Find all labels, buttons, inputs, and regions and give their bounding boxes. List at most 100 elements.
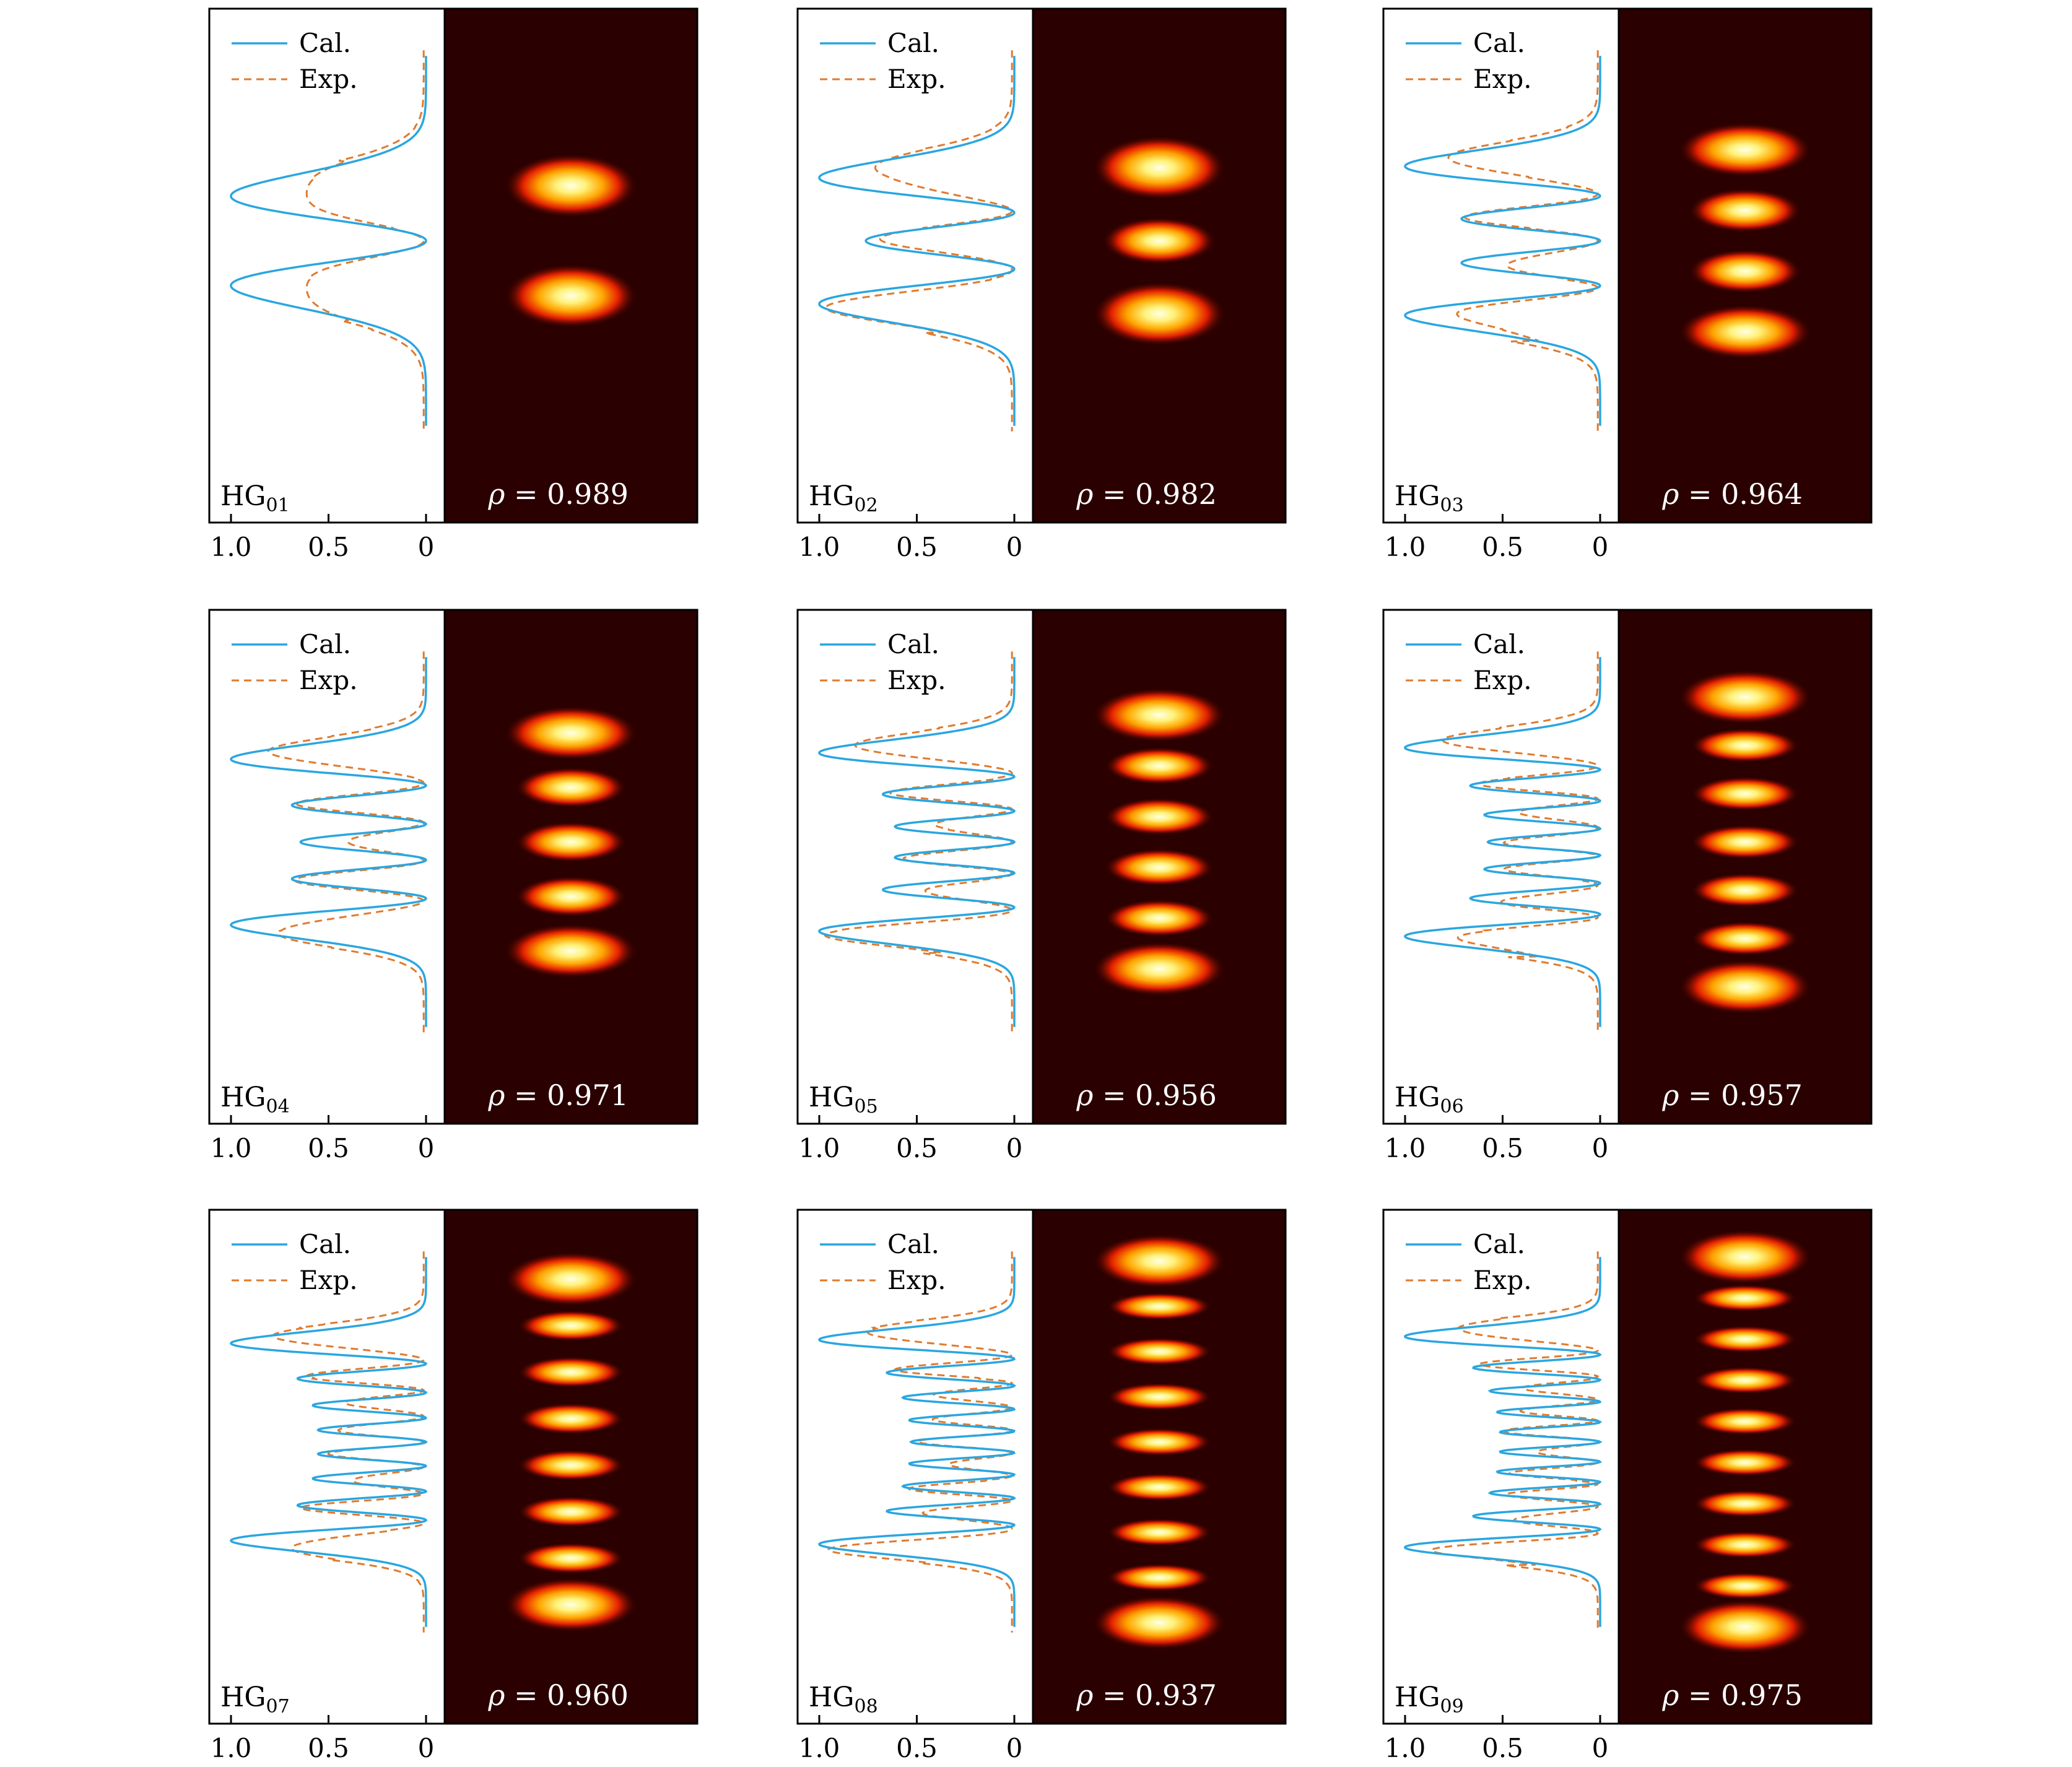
- cal-curve: [817, 1257, 1017, 1627]
- x-tick-label: 1.0: [211, 1133, 252, 1163]
- rho-symbol: ρ: [1661, 1678, 1679, 1712]
- rho-label: ρ = 0.960: [487, 1678, 629, 1712]
- beam-lobe: [1678, 960, 1812, 1014]
- mode-label: HG05: [809, 1082, 878, 1118]
- mode-subscript: 02: [855, 495, 878, 516]
- legend-cal-label: Cal.: [887, 1229, 939, 1259]
- legend-exp-label: Exp.: [1473, 1265, 1532, 1295]
- beam-lobe: [1678, 1599, 1812, 1654]
- panel-hg08: Cal. Exp. HG08 1.0 0.5 0 ρ = 0.937: [796, 1209, 1287, 1763]
- rho-symbol: ρ: [1076, 477, 1093, 511]
- cal-curve: [230, 1257, 428, 1627]
- mode-label: HG04: [220, 1082, 290, 1118]
- rho-symbol: ρ: [1076, 1079, 1093, 1112]
- mode-name: HG: [1395, 480, 1440, 512]
- cal-curve: [818, 657, 1016, 1027]
- legend-exp-label: Exp.: [1473, 64, 1532, 94]
- beam-lobe: [1106, 1337, 1212, 1366]
- x-tick-label: 0: [1006, 1133, 1023, 1163]
- x-tick-label: 0: [418, 532, 435, 562]
- x-tick-label: 0: [418, 1133, 435, 1163]
- rho-label: ρ = 0.964: [1661, 477, 1803, 511]
- legend: Cal. Exp.: [1406, 1229, 1532, 1295]
- mode-label: HG03: [1395, 480, 1464, 516]
- beam-image: ρ = 0.982: [1032, 7, 1287, 524]
- x-tick-label: 0.5: [308, 1133, 349, 1163]
- beam-lobe: [1691, 825, 1800, 859]
- exp-curve: [305, 50, 425, 432]
- mode-name: HG: [809, 1682, 855, 1713]
- mode-name: HG: [1395, 1082, 1440, 1113]
- rho-label: ρ = 0.937: [1076, 1678, 1217, 1712]
- beam-lobe: [1104, 747, 1214, 785]
- beam-lobe: [1693, 1326, 1797, 1353]
- x-tick-label: 0.5: [896, 1133, 938, 1163]
- mode-subscript: 04: [266, 1096, 290, 1118]
- rho-value: = 0.957: [1679, 1079, 1802, 1112]
- x-tick-label: 0: [1592, 1133, 1609, 1163]
- profile-plot-frame: [208, 7, 446, 524]
- legend-cal-label: Cal.: [1473, 629, 1525, 659]
- x-tick-label: 0.5: [1482, 1133, 1523, 1163]
- x-tick-label: 0: [1592, 1733, 1609, 1763]
- beam-lobe: [1106, 1428, 1212, 1456]
- exp-curve: [1447, 50, 1599, 432]
- beam-lobe: [1688, 188, 1802, 233]
- x-tick-label: 0.5: [308, 532, 349, 562]
- mode-label: HG09: [1395, 1682, 1464, 1717]
- exp-curve: [1430, 1251, 1600, 1633]
- x-tick-label: 1.0: [799, 1733, 840, 1763]
- legend: Cal. Exp.: [232, 28, 358, 94]
- beam-lobe: [504, 264, 638, 328]
- beam-lobe: [1693, 1407, 1797, 1435]
- exp-curve: [825, 50, 1013, 432]
- rho-symbol: ρ: [1661, 1079, 1679, 1112]
- x-tick-label: 0.5: [896, 1733, 938, 1763]
- legend-exp-label: Exp.: [887, 64, 946, 94]
- beam-lobe: [1693, 1572, 1797, 1600]
- mode-label: HG01: [220, 480, 290, 516]
- beam-lobe: [1092, 1234, 1226, 1288]
- beam-image: ρ = 0.956: [1032, 609, 1287, 1125]
- rho-symbol: ρ: [487, 1079, 505, 1112]
- profile-plot-frame: [208, 1209, 446, 1725]
- beam-lobe: [504, 1252, 638, 1306]
- mode-subscript: 07: [266, 1696, 290, 1717]
- panel-hg05: Cal. Exp. HG05 1.0 0.5 0 ρ = 0.956: [796, 609, 1287, 1163]
- legend-exp-label: Exp.: [299, 64, 358, 94]
- beam-lobe: [504, 924, 638, 978]
- beam-lobe: [504, 706, 638, 760]
- beam-image: ρ = 0.964: [1617, 7, 1873, 524]
- rho-symbol: ρ: [487, 477, 505, 511]
- legend-exp-label: Exp.: [887, 665, 946, 695]
- x-tick-label: 1.0: [1385, 532, 1426, 562]
- x-tick-label: 1.0: [211, 1733, 252, 1763]
- cal-curve: [230, 56, 427, 426]
- rho-label: ρ = 0.975: [1661, 1678, 1803, 1712]
- rho-value: = 0.960: [505, 1678, 628, 1712]
- mode-label: HG08: [809, 1682, 878, 1717]
- beam-lobe: [1693, 1531, 1797, 1558]
- panel-hg03: Cal. Exp. HG03 1.0 0.5 0 ρ = 0.964: [1382, 7, 1873, 562]
- mode-label: HG07: [220, 1682, 290, 1717]
- panel-hg04: Cal. Exp. HG04 1.0 0.5 0 ρ = 0.971: [208, 609, 699, 1163]
- beam-lobe: [1693, 1284, 1797, 1312]
- mode-name: HG: [220, 1682, 266, 1713]
- rho-label: ρ = 0.982: [1076, 477, 1217, 511]
- beam-lobe: [504, 1578, 638, 1632]
- beam-lobe: [1691, 728, 1800, 763]
- beam-image: ρ = 0.937: [1032, 1209, 1287, 1725]
- rho-symbol: ρ: [487, 1678, 505, 1712]
- beam-lobe: [1106, 1473, 1212, 1501]
- mode-subscript: 06: [1440, 1096, 1464, 1118]
- beam-lobe: [517, 1357, 625, 1388]
- x-tick-label: 0: [1006, 532, 1023, 562]
- beam-lobe: [1092, 688, 1226, 742]
- beam-lobe: [1092, 282, 1226, 346]
- beam-lobe: [1104, 797, 1214, 836]
- beam-lobe: [1104, 848, 1214, 887]
- profile-plot-frame: [1382, 7, 1620, 524]
- x-tick-label: 0.5: [1482, 532, 1523, 562]
- legend: Cal. Exp.: [820, 629, 946, 695]
- beam-lobe: [517, 1403, 625, 1435]
